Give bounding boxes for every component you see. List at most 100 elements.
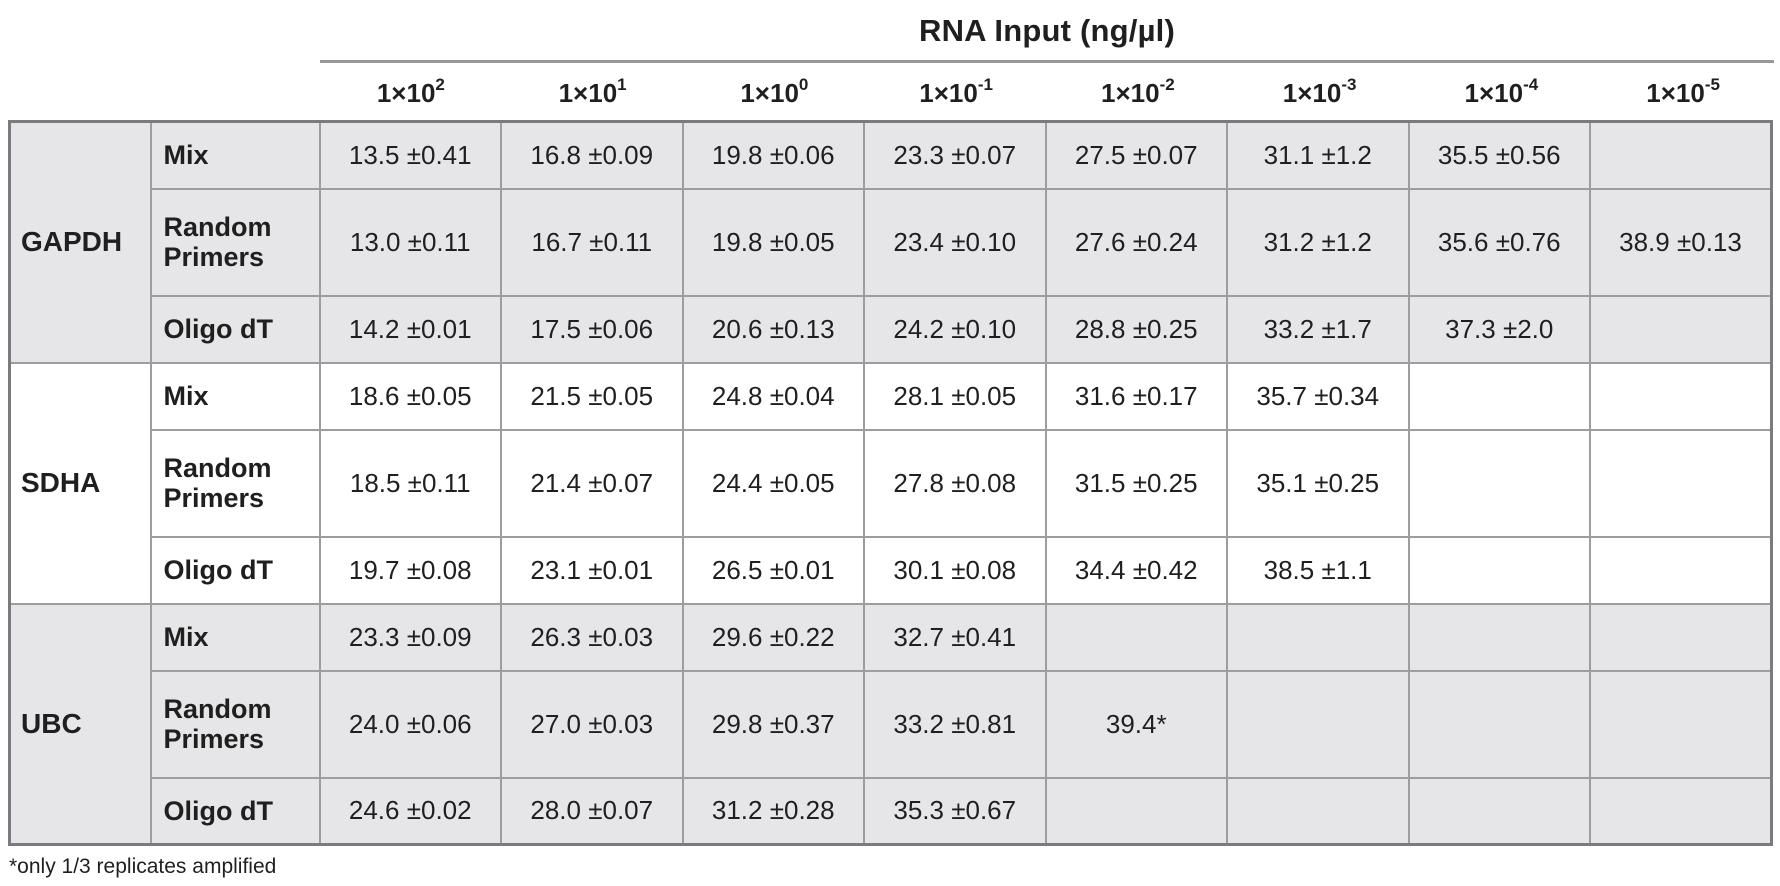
ct-value-cell: 19.7 ±0.08 [318, 535, 502, 605]
ct-value-cell: 32.7 ±0.41 [863, 602, 1047, 672]
ct-value-cell-asterisk: 39.4* [1044, 669, 1228, 779]
ct-value-cell: 35.5 ±0.56 [1407, 120, 1591, 190]
column-header-exponent: 2 [435, 75, 445, 95]
ct-value-cell [1407, 776, 1591, 846]
table-row: UBC Mix 23.3 ±0.09 26.3 ±0.03 29.6 ±0.22… [8, 602, 1773, 846]
primer-label: Random Primers [149, 428, 321, 538]
ct-value-cell: 30.1 ±0.08 [863, 535, 1047, 605]
column-header-base: 1×10 [1464, 78, 1524, 108]
column-header-exponent: -5 [1704, 75, 1720, 95]
column-header-base: 1×10 [558, 78, 618, 108]
column-header-1e2: 1×102 [320, 63, 502, 120]
ct-value-cell: 23.3 ±0.09 [318, 602, 502, 672]
primer-label: Oligo dT [149, 535, 321, 605]
primer-label: Mix [149, 361, 321, 431]
ct-value-cell [1044, 602, 1228, 672]
ct-value-cell: 29.8 ±0.37 [681, 669, 865, 779]
column-headers-row: 1×102 1×101 1×100 1×10-1 1×10-2 1×10-3 1… [320, 60, 1774, 120]
ct-value-cell: 28.1 ±0.05 [863, 361, 1047, 431]
column-header-base: 1×10 [1101, 78, 1160, 108]
column-header-exponent: -3 [1341, 75, 1357, 95]
ct-value-cell: 21.5 ±0.05 [500, 361, 684, 431]
column-header-base: 1×10 [1646, 78, 1705, 108]
ct-value-cell [1589, 428, 1773, 538]
ct-value-cell [1407, 361, 1591, 431]
ct-value-cell: 24.8 ±0.04 [681, 361, 865, 431]
ct-value-cell [1589, 294, 1773, 364]
ct-value-cell: 31.6 ±0.17 [1044, 361, 1228, 431]
ct-value-cell: 24.0 ±0.06 [318, 669, 502, 779]
ct-value-cell: 33.2 ±0.81 [863, 669, 1047, 779]
ct-value-cell [1226, 776, 1410, 846]
ct-value-cell: 26.5 ±0.01 [681, 535, 865, 605]
ct-value-cell: 38.9 ±0.13 [1589, 187, 1773, 297]
ct-value-cell: 13.0 ±0.11 [318, 187, 502, 297]
gene-label-ubc: UBC [8, 602, 152, 846]
ct-value-cell: 35.3 ±0.67 [863, 776, 1047, 846]
ct-value-cell: 29.6 ±0.22 [681, 602, 865, 672]
ct-value-cell: 24.2 ±0.10 [863, 294, 1047, 364]
ct-value-cell [1044, 776, 1228, 846]
ct-value-cell: 34.4 ±0.42 [1044, 535, 1228, 605]
ct-value-cell: 28.8 ±0.25 [1044, 294, 1228, 364]
ct-value-cell: 31.2 ±1.2 [1226, 187, 1410, 297]
table-row: Oligo dT 24.6 ±0.02 28.0 ±0.07 31.2 ±0.2… [10, 776, 1773, 846]
ct-value-cell: 13.5 ±0.41 [318, 120, 502, 190]
table-row: Oligo dT 19.7 ±0.08 23.1 ±0.01 26.5 ±0.0… [10, 535, 1773, 605]
ct-value-cell [1589, 669, 1773, 779]
ct-value-cell: 17.5 ±0.06 [500, 294, 684, 364]
column-header-exponent: -2 [1159, 75, 1175, 95]
primer-label: Oligo dT [149, 776, 321, 846]
column-header-base: 1×10 [376, 78, 436, 108]
column-header-1e0: 1×100 [684, 63, 866, 120]
footnote: *only 1/3 replicates amplified [9, 855, 277, 878]
rna-input-header: RNA Input (ng/µl) 1×102 1×101 1×100 1×10… [320, 4, 1774, 120]
column-header-base: 1×10 [740, 78, 799, 108]
ct-value-cell: 23.1 ±0.01 [500, 535, 684, 605]
ct-value-cell: 14.2 ±0.01 [318, 294, 502, 364]
table-row: SDHA Mix 18.6 ±0.05 21.5 ±0.05 24.8 ±0.0… [8, 361, 1773, 605]
ct-value-cell [1226, 669, 1410, 779]
ct-value-cell: 27.6 ±0.24 [1044, 187, 1228, 297]
table-row: Random Primers 18.5 ±0.11 21.4 ±0.07 24.… [10, 428, 1773, 538]
table-title: RNA Input (ng/µl) [919, 13, 1175, 48]
ct-value-cell [1589, 120, 1773, 190]
column-header-exponent: -4 [1523, 75, 1539, 95]
table-row: GAPDH Mix 13.5 ±0.41 16.8 ±0.09 19.8 ±0.… [8, 120, 1773, 364]
primer-label: Oligo dT [149, 294, 321, 364]
ct-value-cell: 18.6 ±0.05 [318, 361, 502, 431]
ct-value-cell: 27.5 ±0.07 [1044, 120, 1228, 190]
table-row: Random Primers 13.0 ±0.11 16.7 ±0.11 19.… [10, 187, 1773, 297]
ct-value-cell: 33.2 ±1.7 [1226, 294, 1410, 364]
table-row: Random Primers 24.0 ±0.06 27.0 ±0.03 29.… [10, 669, 1773, 779]
ct-value-cell: 31.1 ±1.2 [1226, 120, 1410, 190]
ct-value-cell: 21.4 ±0.07 [500, 428, 684, 538]
ct-value-cell: 20.6 ±0.13 [681, 294, 865, 364]
ct-value-cell: 18.5 ±0.11 [318, 428, 502, 538]
column-header-1e-2: 1×10-2 [1047, 63, 1229, 120]
column-header-exponent: -1 [977, 75, 993, 95]
primer-label: Mix [149, 602, 321, 672]
primer-label: Random Primers [149, 669, 321, 779]
gene-label-gapdh: GAPDH [8, 120, 152, 364]
primer-label: Random Primers [149, 187, 321, 297]
ct-value-cell [1589, 776, 1773, 846]
ct-value-cell: 31.5 ±0.25 [1044, 428, 1228, 538]
ct-value-cell: 38.5 ±1.1 [1226, 535, 1410, 605]
ct-value-cell [1589, 361, 1773, 431]
column-header-exponent: 1 [617, 75, 627, 95]
column-header-1e-5: 1×10-5 [1592, 63, 1774, 120]
ct-value-cell: 16.7 ±0.11 [500, 187, 684, 297]
ct-value-cell [1226, 602, 1410, 672]
column-header-1e-4: 1×10-4 [1411, 63, 1593, 120]
ct-value-cell: 19.8 ±0.06 [681, 120, 865, 190]
ct-value-cell: 37.3 ±2.0 [1407, 294, 1591, 364]
ct-value-cell [1407, 535, 1591, 605]
ct-value-cell: 23.4 ±0.10 [863, 187, 1047, 297]
ct-value-cell: 35.6 ±0.76 [1407, 187, 1591, 297]
column-header-base: 1×10 [1282, 78, 1342, 108]
ct-value-cell [1589, 535, 1773, 605]
column-header-exponent: 0 [798, 75, 809, 95]
column-header-1e1: 1×101 [502, 63, 684, 120]
